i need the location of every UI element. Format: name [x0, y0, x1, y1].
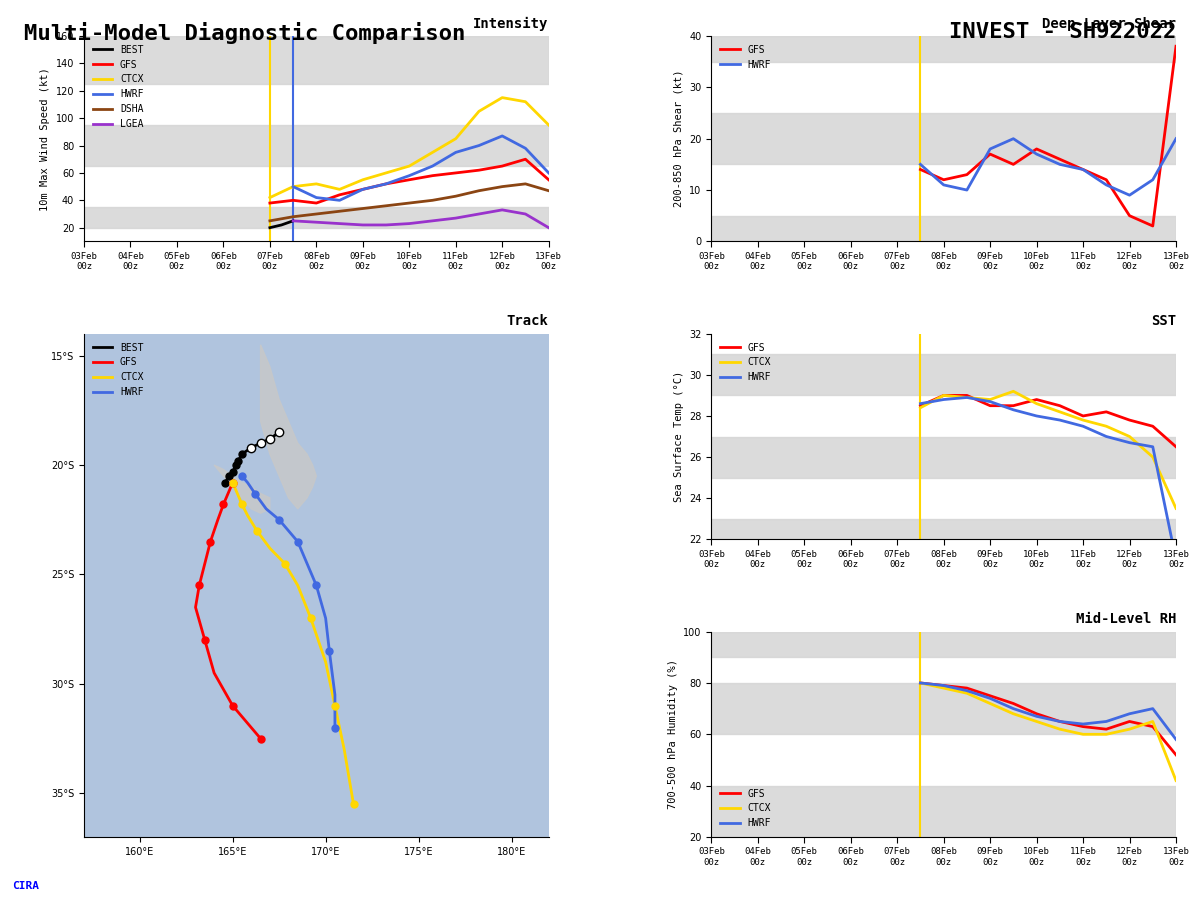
- Text: SST: SST: [1151, 314, 1176, 328]
- Bar: [84, 207, 548, 228]
- Bar: [712, 632, 1176, 657]
- Text: Deep-Layer Shear: Deep-Layer Shear: [1042, 17, 1176, 31]
- Bar: [712, 355, 1176, 395]
- Polygon shape: [260, 345, 317, 508]
- Legend: BEST, GFS, CTCX, HWRF: BEST, GFS, CTCX, HWRF: [89, 338, 148, 401]
- Text: Mid-Level RH: Mid-Level RH: [1075, 612, 1176, 626]
- Y-axis label: 10m Max Wind Speed (kt): 10m Max Wind Speed (kt): [41, 67, 50, 211]
- Bar: [712, 518, 1176, 539]
- Legend: GFS, CTCX, HWRF: GFS, CTCX, HWRF: [716, 785, 775, 832]
- Y-axis label: Sea Surface Temp (°C): Sea Surface Temp (°C): [673, 371, 684, 502]
- Text: Track: Track: [506, 314, 548, 328]
- Polygon shape: [214, 465, 270, 513]
- Bar: [712, 683, 1176, 734]
- Bar: [712, 436, 1176, 478]
- Y-axis label: 200-850 hPa Shear (kt): 200-850 hPa Shear (kt): [673, 70, 684, 207]
- Polygon shape: [121, 202, 205, 257]
- Bar: [712, 786, 1176, 837]
- Bar: [84, 125, 548, 166]
- Bar: [84, 36, 548, 84]
- Legend: BEST, GFS, CTCX, HWRF, DSHA, LGEA: BEST, GFS, CTCX, HWRF, DSHA, LGEA: [89, 40, 148, 133]
- Bar: [712, 36, 1176, 62]
- Text: INVEST - SH922022: INVEST - SH922022: [949, 22, 1176, 42]
- Legend: GFS, CTCX, HWRF: GFS, CTCX, HWRF: [716, 338, 775, 386]
- Text: CIRA: CIRA: [12, 881, 38, 891]
- Bar: [712, 216, 1176, 241]
- Y-axis label: 700-500 hPa Humidity (%): 700-500 hPa Humidity (%): [667, 660, 678, 809]
- Bar: [712, 113, 1176, 165]
- Legend: GFS, HWRF: GFS, HWRF: [716, 40, 775, 74]
- Text: Multi-Model Diagnostic Comparison: Multi-Model Diagnostic Comparison: [24, 22, 466, 44]
- Text: Intensity: Intensity: [473, 16, 548, 31]
